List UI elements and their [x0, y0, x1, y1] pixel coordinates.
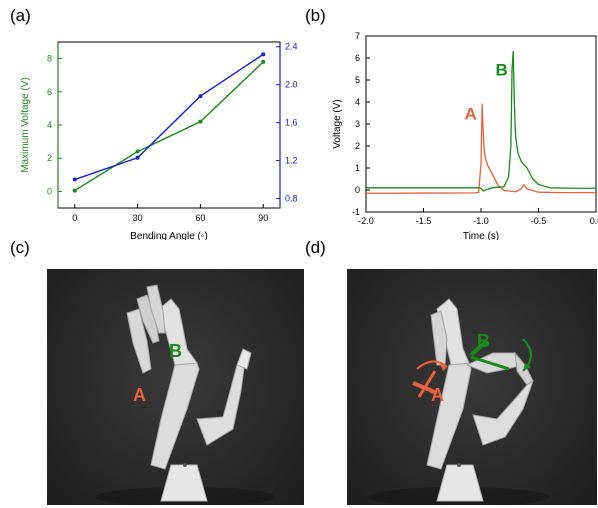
- annotation-a: A: [465, 105, 477, 124]
- y-tick-label-right: 1.2: [285, 156, 298, 166]
- series-line-a: [365, 103, 596, 194]
- data-point-voltage: [72, 188, 77, 193]
- y-axis-label-left: Maximum Voltage (V): [20, 77, 31, 173]
- x-tick-label: 90: [258, 213, 268, 223]
- y-tick-label: 0: [355, 185, 360, 195]
- y-tick-label-right: 2.0: [285, 80, 298, 90]
- y-tick-label-right: 1.6: [285, 118, 298, 128]
- chart-b: -2.0 -1.5 -1.0 -0.5 0.0 -1 0 1 2 3 4 5 6 7 Time (s) Vol…: [332, 31, 598, 240]
- x-tick-label: -0.5: [531, 216, 547, 226]
- y-tick-label-left: 0: [47, 186, 52, 196]
- y-tick-label: 5: [355, 75, 360, 85]
- panel-label-b: (b): [305, 6, 326, 25]
- y-tick-label-right: 2.4: [285, 42, 298, 52]
- y-tick-label: 3: [355, 119, 360, 129]
- data-point-resistance: [135, 155, 140, 160]
- y-tick-label-left: 6: [47, 87, 52, 97]
- y-tick-label: 2: [355, 141, 360, 151]
- y-axis-label: Voltage (V): [332, 99, 343, 148]
- photo-c-label-a: A: [133, 385, 146, 405]
- x-tick-label: -1.5: [416, 216, 432, 226]
- y-tick-label: 7: [355, 31, 360, 41]
- y-tick-label-left: 2: [47, 153, 52, 163]
- x-axis-label: Time (s): [463, 231, 499, 240]
- chart-a: 0 30 60 90 0 2 4 6 8 0.8 1.2 1.6 2.0 2.4 Bending Angle…: [20, 41, 298, 240]
- y-tick-label: 6: [355, 53, 360, 63]
- y-tick-label: 4: [355, 97, 360, 107]
- photo-d: A B: [347, 269, 597, 505]
- photo-c: A B: [47, 269, 304, 505]
- data-point-resistance: [261, 52, 266, 57]
- data-point-voltage: [261, 59, 266, 64]
- x-tick-label: -1.0: [473, 216, 489, 226]
- series-line-voltage: [74, 61, 264, 192]
- plot-frame: [365, 35, 597, 213]
- panel-label-c: (c): [10, 238, 30, 257]
- photo-d-label-a: A: [431, 385, 444, 405]
- series-line-b: [366, 50, 596, 192]
- y-tick-label-left: 4: [47, 120, 52, 130]
- plot-frame: [57, 41, 281, 209]
- x-tick-label: 0: [72, 213, 77, 223]
- data-point-voltage: [135, 149, 140, 154]
- panel-label-a: (a): [10, 6, 31, 25]
- x-tick-label: 60: [195, 213, 205, 223]
- x-tick-label: 0.0: [590, 216, 598, 226]
- x-tick-label: 30: [133, 213, 143, 223]
- data-point-resistance: [72, 177, 77, 182]
- photo-d-label-b: B: [477, 331, 490, 351]
- y-tick-label-left: 8: [47, 54, 52, 64]
- y-tick-label: -1: [352, 207, 360, 217]
- x-tick-label: -2.0: [358, 216, 374, 226]
- data-point-resistance: [198, 94, 203, 99]
- series-line-resistance: [74, 53, 264, 181]
- y-tick-label: 1: [355, 163, 360, 173]
- robot-hand-bent-image: [369, 298, 549, 505]
- x-axis-label: Bending Angle (◦): [130, 231, 208, 240]
- robot-hand-straight-image: [95, 284, 275, 505]
- panel-label-d: (d): [305, 238, 326, 257]
- annotation-b: B: [496, 61, 508, 80]
- data-point-voltage: [198, 119, 203, 124]
- photo-c-label-b: B: [169, 341, 182, 361]
- y-tick-label-right: 0.8: [285, 194, 298, 204]
